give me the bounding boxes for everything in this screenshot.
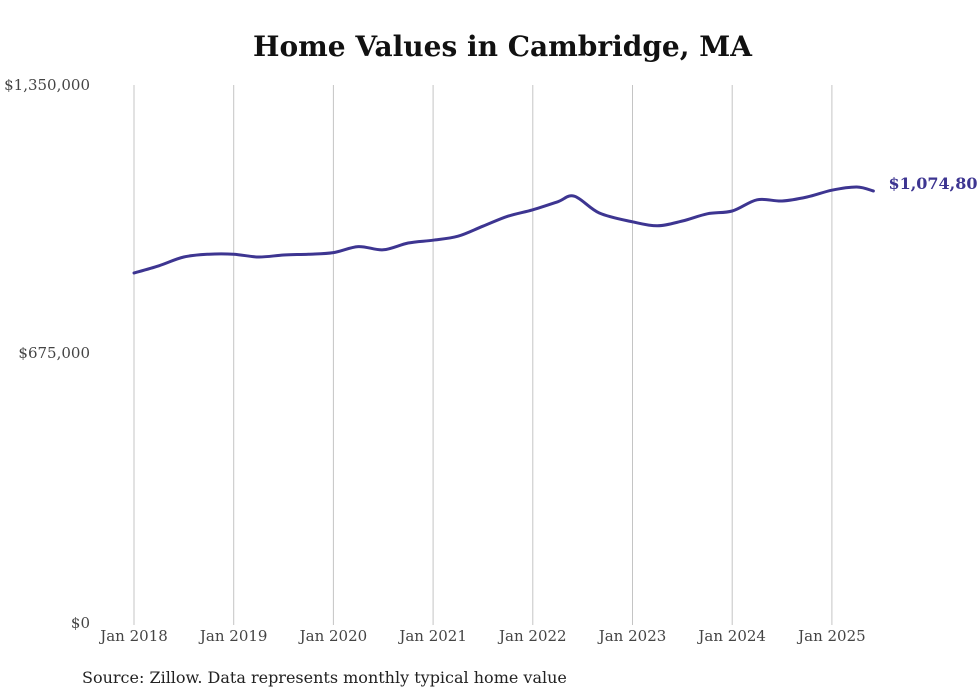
x-tick-label: Jan 2020	[298, 627, 368, 645]
source-note: Source: Zillow. Data represents monthly …	[82, 668, 567, 687]
chart-title: Home Values in Cambridge, MA	[253, 30, 752, 63]
y-tick-label-zero: $0	[70, 614, 90, 632]
x-tick-label: Jan 2022	[497, 627, 567, 645]
x-tick-label: Jan 2025	[796, 627, 866, 645]
x-tick-label: Jan 2018	[98, 627, 168, 645]
y-tick-label-top: $1,350,000	[4, 76, 90, 94]
x-tick-label: Jan 2024	[696, 627, 766, 645]
x-tick-label: Jan 2023	[597, 627, 667, 645]
end-value-label: $1,074,80	[888, 174, 977, 193]
home-value-line	[132, 185, 875, 275]
x-tick-label: Jan 2019	[198, 627, 268, 645]
y-tick-label-mid: $675,000	[18, 344, 90, 362]
x-tick-label: Jan 2021	[397, 627, 467, 645]
